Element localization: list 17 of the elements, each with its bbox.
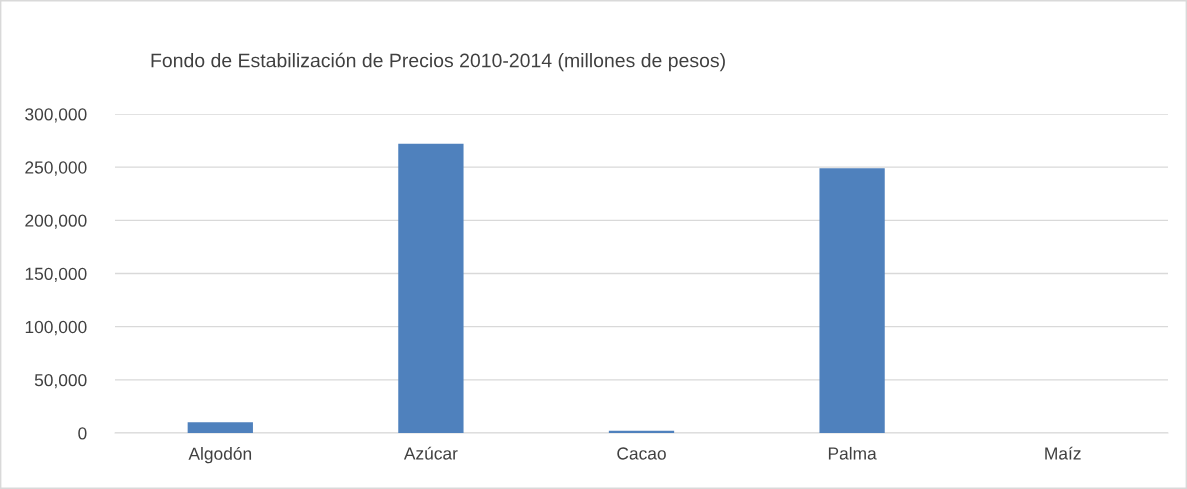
bar (398, 143, 464, 433)
x-tick-label: Algodón (188, 446, 252, 464)
bar (187, 422, 253, 433)
x-tick-label: Maíz (1045, 446, 1081, 460)
bar (819, 168, 885, 433)
y-tick-label: 200,000 (25, 214, 87, 229)
y-tick-label: 0 (78, 427, 87, 440)
y-tick-label: 250,000 (25, 161, 87, 176)
x-tick-label: Palma (828, 446, 877, 460)
x-tick-label: Azúcar (403, 446, 458, 460)
y-tick-label: 300,000 (25, 108, 87, 123)
y-tick-label: 50,000 (34, 374, 87, 389)
x-tick-label: Cacao (617, 447, 666, 460)
chart-title: Fondo de Estabilización de Precios 2010-2014 (millones de pesos) (151, 52, 725, 72)
y-tick-label: 100,000 (25, 320, 87, 336)
bar (608, 430, 675, 433)
y-tick-label: 150,000 (25, 267, 87, 283)
